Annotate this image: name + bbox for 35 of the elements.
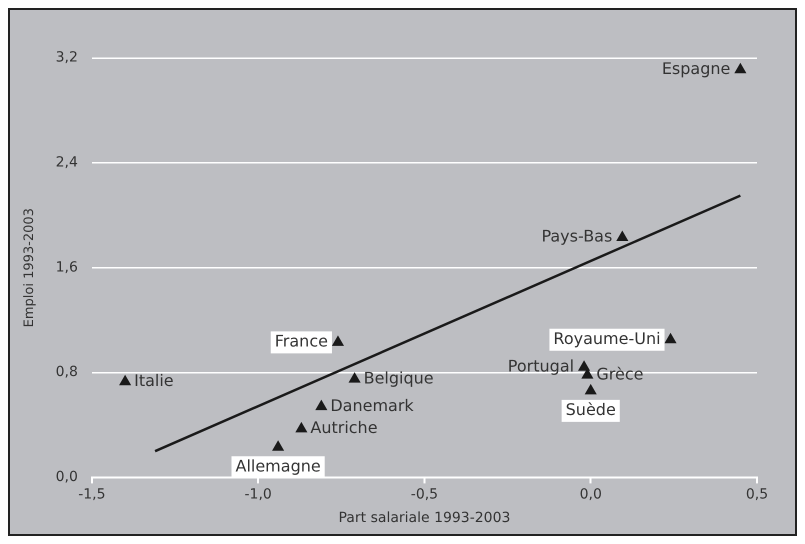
series-label: Italie xyxy=(134,370,174,390)
point xyxy=(664,333,676,344)
series-label: Grèce xyxy=(596,364,644,384)
y-tick-label: 3,2 xyxy=(56,50,78,66)
y-axis-title: Emploi 1993-2003 xyxy=(22,208,38,328)
x-axis-title: Part salariale 1993-2003 xyxy=(338,510,510,526)
point xyxy=(332,336,344,346)
point xyxy=(348,372,360,383)
y-tick-label: 0,0 xyxy=(56,469,78,486)
point xyxy=(585,384,596,394)
x-tick-label: 0,5 xyxy=(746,486,768,502)
y-tick-label: 2,4 xyxy=(56,154,78,170)
y-tick-label: 0,8 xyxy=(56,364,78,380)
y-tick-label: 1,6 xyxy=(56,259,78,276)
point xyxy=(272,440,284,451)
series-label: Belgique xyxy=(364,368,434,388)
series-label: Espagne xyxy=(662,58,730,78)
point xyxy=(119,375,131,386)
series-label: Pays-Bas xyxy=(541,226,612,246)
series-label: Allemagne xyxy=(235,456,321,476)
point xyxy=(616,231,628,242)
x-tick-label: -0,5 xyxy=(410,486,438,502)
point xyxy=(734,63,746,74)
series-label: Danemark xyxy=(330,396,414,415)
series-label: Portugal xyxy=(508,356,574,376)
point xyxy=(578,360,590,371)
series-label: France xyxy=(274,332,328,351)
point xyxy=(316,400,328,410)
series-label: Autriche xyxy=(310,418,378,438)
x-tick-label: 0,0 xyxy=(580,486,602,502)
x-tick-label: -1,0 xyxy=(244,486,272,502)
series-label: Royaume-Uni xyxy=(553,328,661,348)
series-label: Suède xyxy=(566,400,616,420)
x-tick-label: -1,5 xyxy=(78,486,106,502)
point xyxy=(296,422,308,432)
